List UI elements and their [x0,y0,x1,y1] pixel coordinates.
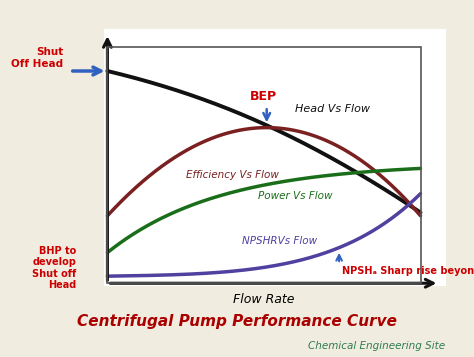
Text: NPSHₐ Sharp rise beyond BEP: NPSHₐ Sharp rise beyond BEP [342,266,474,276]
Text: Shut
Off Head: Shut Off Head [11,47,64,69]
Text: Centrifugal Pump Performance Curve: Centrifugal Pump Performance Curve [77,314,397,329]
Text: NPSHRVs Flow: NPSHRVs Flow [242,236,317,246]
Text: BEP: BEP [250,90,277,103]
Text: Power Vs Flow: Power Vs Flow [258,191,333,201]
Text: Flow Rate: Flow Rate [233,293,295,306]
Text: Efficiency Vs Flow: Efficiency Vs Flow [186,170,279,180]
Text: Head Vs Flow: Head Vs Flow [295,104,370,114]
Text: Chemical Engineering Site: Chemical Engineering Site [309,341,446,351]
Text: BHP to
develop
Shut off
Head: BHP to develop Shut off Head [32,246,76,290]
